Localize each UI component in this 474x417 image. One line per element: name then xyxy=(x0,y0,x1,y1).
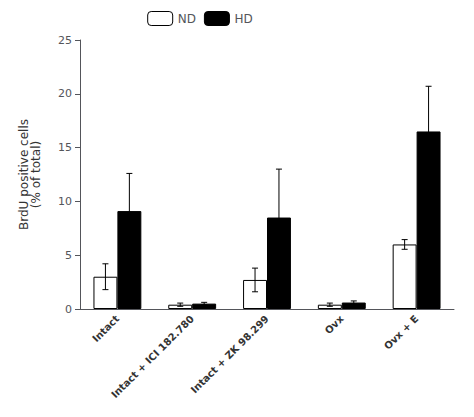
svg-text:BrdU positive cells: BrdU positive cells xyxy=(17,119,31,230)
svg-text:5: 5 xyxy=(65,249,72,262)
svg-text:Intact + ZK 98.299: Intact + ZK 98.299 xyxy=(189,313,271,395)
svg-text:25: 25 xyxy=(58,34,72,47)
svg-text:0: 0 xyxy=(65,303,72,316)
svg-text:(% of total): (% of total) xyxy=(29,141,43,208)
svg-text:20: 20 xyxy=(58,87,72,100)
svg-text:Intact: Intact xyxy=(90,313,121,344)
svg-text:Ovx: Ovx xyxy=(323,313,346,336)
svg-text:10: 10 xyxy=(58,195,72,208)
svg-text:ND: ND xyxy=(178,12,196,26)
svg-text:15: 15 xyxy=(58,141,72,154)
svg-text:HD: HD xyxy=(234,12,252,26)
svg-text:Intact + ICI 182.780: Intact + ICI 182.780 xyxy=(109,313,196,400)
svg-text:Ovx + E: Ovx + E xyxy=(382,313,421,352)
